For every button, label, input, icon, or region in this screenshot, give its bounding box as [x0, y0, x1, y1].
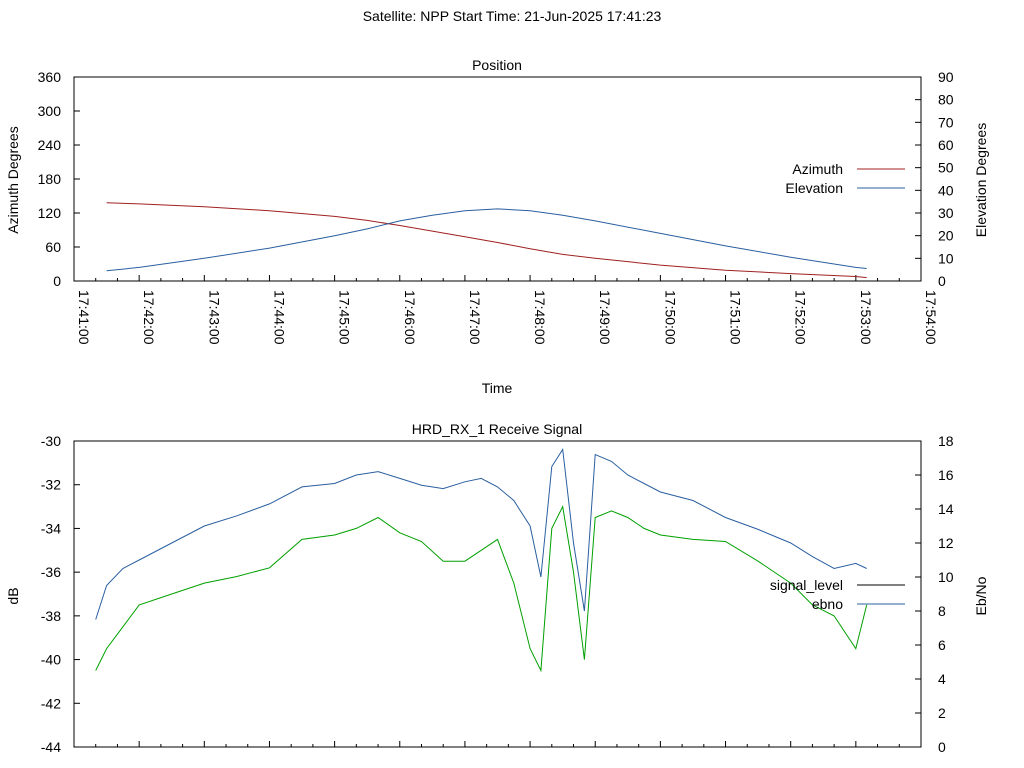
- y2-tick-label: 0: [938, 273, 946, 289]
- y2-tick-label: 4: [938, 671, 946, 687]
- x-tick-label: 17:41:00: [76, 290, 92, 345]
- x-tick-label: 17:50:00: [662, 290, 678, 345]
- y2-tick-label: 14: [938, 501, 954, 517]
- x-tick-label: 17:51:00: [728, 290, 744, 345]
- x-tick-label: 17:43:00: [206, 290, 222, 345]
- y-tick-label: 360: [38, 69, 62, 85]
- y2-tick-label: 18: [938, 433, 954, 449]
- position-chart-title: Position: [472, 57, 522, 73]
- position-legend: Azimuth Elevation: [785, 161, 905, 196]
- y2-tick-label: 70: [938, 114, 954, 130]
- x-tick-label: 17:52:00: [793, 290, 809, 345]
- y-tick-label: -34: [41, 520, 61, 536]
- signal-plot-frame: [73, 440, 922, 748]
- legend-label-azimuth: Azimuth: [792, 161, 843, 177]
- y2-tick-label: 40: [938, 182, 954, 198]
- signal-chart-title: HRD_RX_1 Receive Signal: [412, 421, 582, 437]
- position-chart: Position Azimuth Degrees Elevation Degre…: [5, 57, 989, 396]
- position-plot-frame: [73, 76, 922, 282]
- y-tick-label: -42: [41, 695, 61, 711]
- y-tick-label: -38: [41, 608, 61, 624]
- y-tick-label: -32: [41, 477, 61, 493]
- x-tick-label: 17:53:00: [858, 290, 874, 345]
- y2-tick-label: 2: [938, 705, 946, 721]
- series-line-ebno: [95, 448, 867, 620]
- series-line-azimuth: [106, 202, 867, 279]
- y2-tick-label: 50: [938, 160, 954, 176]
- y2-tick-label: 0: [938, 739, 946, 755]
- x-tick-label: 17:45:00: [337, 290, 353, 345]
- y-tick-label: 120: [38, 205, 62, 221]
- signal-chart: HRD_RX_1 Receive Signal dB Eb/No -44-42-…: [5, 421, 989, 755]
- y-tick-label: 0: [53, 273, 61, 289]
- y-tick-label: 180: [38, 171, 62, 187]
- y2-tick-label: 10: [938, 569, 954, 585]
- legend-label-elevation: Elevation: [785, 180, 843, 196]
- signal-legend: signal_level ebno: [770, 577, 905, 612]
- y2-tick-label: 8: [938, 603, 946, 619]
- signal-series-layer: [95, 448, 868, 673]
- signal-y-axis-label: dB: [5, 587, 21, 604]
- x-tick-label: 17:49:00: [597, 290, 613, 345]
- position-y-axis-label: Azimuth Degrees: [5, 126, 21, 233]
- x-tick-label: 17:44:00: [271, 290, 287, 345]
- x-tick-label: 17:47:00: [467, 290, 483, 345]
- y2-tick-label: 30: [938, 205, 954, 221]
- y-tick-label: 60: [45, 239, 61, 255]
- y2-tick-label: 80: [938, 92, 954, 108]
- legend-label-signal-level: signal_level: [770, 577, 843, 593]
- x-tick-label: 17:46:00: [402, 290, 418, 345]
- position-ticks: 0 60 120 180 240 300 360 0 10 20 30 40 50 60 70 80 90 17:…: [38, 69, 954, 345]
- y-tick-label: -30: [41, 433, 61, 449]
- legend-label-ebno: ebno: [812, 596, 843, 612]
- series-line-elevation: [106, 208, 867, 272]
- signal-ticks: -44 -42 -40 -38 -36 -34 -32 -30 0 2 4 6 8 10 12 14 16 18: [41, 433, 954, 755]
- x-tick-label: 17:48:00: [532, 290, 548, 345]
- x-tick-label: 17:42:00: [141, 290, 157, 345]
- y-tick-label: -44: [41, 739, 61, 755]
- y-tick-label: -40: [41, 652, 61, 668]
- y2-tick-label: 90: [938, 69, 954, 85]
- position-series-layer: [106, 202, 867, 279]
- series-line-signal-level: [95, 504, 868, 673]
- y-tick-label: -36: [41, 564, 61, 580]
- signal-y2-axis-label: Eb/No: [973, 576, 989, 615]
- y2-tick-label: 16: [938, 467, 954, 483]
- y-tick-label: 300: [38, 103, 62, 119]
- position-y2-axis-label: Elevation Degrees: [973, 123, 989, 237]
- y2-tick-label: 6: [938, 637, 946, 653]
- x-tick-label: 17:54:00: [923, 290, 939, 345]
- header-title: Satellite: NPP Start Time: 21-Jun-2025 1…: [362, 8, 662, 24]
- y2-tick-label: 20: [938, 228, 954, 244]
- y2-tick-label: 10: [938, 250, 954, 266]
- y2-tick-label: 60: [938, 137, 954, 153]
- position-x-axis-label: Time: [482, 380, 513, 396]
- y2-tick-label: 12: [938, 535, 954, 551]
- y-tick-label: 240: [38, 137, 62, 153]
